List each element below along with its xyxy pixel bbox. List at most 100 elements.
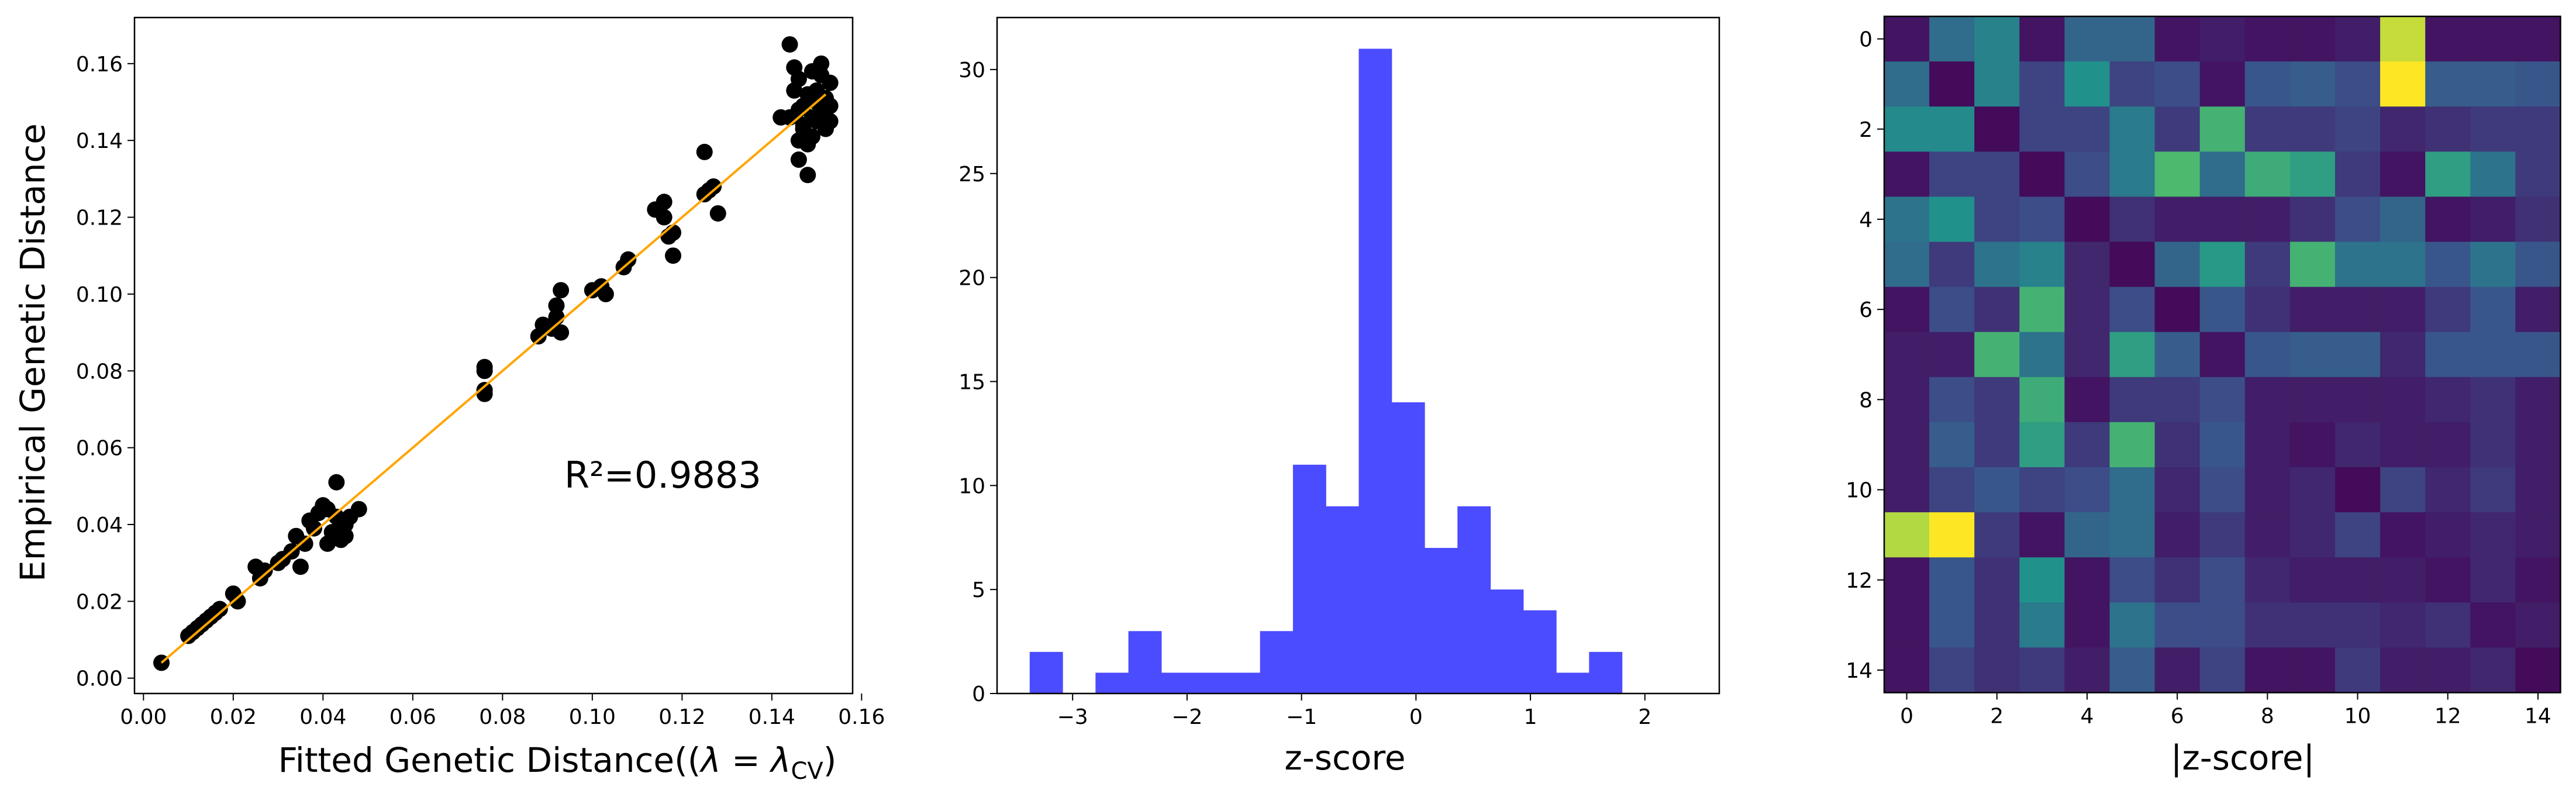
heatmap-cell <box>2470 151 2516 197</box>
histogram-bar <box>1095 672 1129 694</box>
histogram-xtick-label: −1 <box>1286 705 1317 729</box>
heatmap-cell <box>2515 287 2561 333</box>
heatmap-cell <box>2335 422 2381 468</box>
heatmap-cell <box>1929 377 1975 423</box>
heatmap-cell <box>2470 332 2516 378</box>
heatmap-cell <box>1974 647 2020 694</box>
scatter-point <box>350 501 367 517</box>
heatmap-xtick-label: 2 <box>1990 705 2003 729</box>
heatmap-plot-area: 0 2 4 6 8 10 12 14 0 2 4 6 8 10 12 14 <box>1846 15 2561 729</box>
heatmap-cell <box>2019 422 2065 468</box>
heatmap-cell <box>2109 377 2156 423</box>
heatmap-cell <box>1974 241 2020 288</box>
heatmap-cell <box>2335 241 2381 288</box>
heatmap-cell <box>1974 557 2020 603</box>
heatmap-cell <box>2470 647 2516 694</box>
heatmap-xtick-label: 8 <box>2261 705 2274 729</box>
heatmap-cell <box>2425 422 2471 468</box>
scatter-point <box>804 128 820 145</box>
heatmap-cell <box>2335 557 2381 603</box>
heatmap-cell <box>1884 422 1930 468</box>
scatter-frame <box>133 16 854 695</box>
heatmap-cell <box>2425 467 2471 513</box>
heatmap-cell <box>2380 106 2426 152</box>
heatmap-cell <box>2289 602 2336 648</box>
scatter-xtick-label: 0.02 <box>210 705 257 729</box>
heatmap-cell <box>1929 196 1975 243</box>
heatmap-cell <box>1884 647 1930 694</box>
scatter-xtick-label: 0.14 <box>749 705 795 729</box>
heatmap-cell <box>2380 512 2426 558</box>
heatmap-cell <box>2199 467 2246 513</box>
histogram-bar <box>1194 672 1227 694</box>
scatter-point <box>781 36 798 53</box>
heatmap-xtick-label: 4 <box>2080 705 2094 729</box>
histogram-bar <box>1358 49 1392 694</box>
scatter-ytick-label: 0.04 <box>76 513 123 537</box>
heatmap-cell <box>2335 332 2381 378</box>
heatmap-frame <box>1883 15 2561 694</box>
heatmap-cell <box>1929 61 1975 107</box>
histogram-bar <box>1227 672 1261 694</box>
heatmap-cell <box>2109 557 2156 603</box>
heatmap-cell <box>2244 602 2291 648</box>
heatmap-cell <box>2515 16 2561 62</box>
heatmap-ytick-label: 8 <box>1859 388 1872 412</box>
heatmap-cell <box>1929 647 1975 694</box>
heatmap-cell <box>2425 287 2471 333</box>
heatmap-cell <box>2064 241 2111 288</box>
heatmap-cell <box>1884 602 1930 648</box>
heatmap-cell <box>2470 61 2516 107</box>
heatmap-cell <box>1884 196 1930 243</box>
scatter-point <box>620 251 637 268</box>
scatter-point <box>822 113 839 130</box>
histogram-bar <box>1161 672 1195 694</box>
heatmap-cell <box>1974 467 2020 513</box>
heatmap-cell <box>1974 422 2020 468</box>
scatter-point <box>256 562 273 579</box>
heatmap-cell <box>2109 287 2156 333</box>
heatmap-cell <box>2425 512 2471 558</box>
heatmap-cell <box>2380 377 2426 423</box>
scatter-point <box>813 55 830 72</box>
heatmap-cell <box>2335 467 2381 513</box>
heatmap-cell <box>2019 647 2065 694</box>
r-squared-annotation: R²=0.9883 <box>564 454 761 496</box>
scatter-point <box>665 224 681 241</box>
heatmap-cell <box>2380 557 2426 603</box>
scatter-point <box>476 358 493 375</box>
heatmap-cell <box>1974 332 2020 378</box>
heatmap-cell <box>2064 287 2111 333</box>
heatmap-cell <box>2154 377 2201 423</box>
heatmap-cell <box>1974 377 2020 423</box>
heatmap-cell <box>2515 512 2561 558</box>
heatmap-cell <box>2425 241 2471 288</box>
histogram-ytick-label: 5 <box>972 578 985 602</box>
heatmap-cell <box>2380 467 2426 513</box>
heatmap-cell <box>1884 16 1930 62</box>
heatmap-cell <box>1974 512 2020 558</box>
heatmap-cell <box>1884 332 1930 378</box>
scatter-point <box>790 151 807 168</box>
heatmap-panel: 0 2 4 6 8 10 12 14 0 2 4 6 8 10 12 14 |z-score| <box>1846 15 2561 778</box>
heatmap-cell <box>2199 151 2246 197</box>
heatmap-cell <box>1974 196 2020 243</box>
heatmap-cell <box>2064 467 2111 513</box>
heatmap-xlabel: |z-score| <box>2171 738 2315 778</box>
heatmap-cell <box>2199 196 2246 243</box>
heatmap-cell <box>2154 647 2201 694</box>
scatter-xtick-label: 0.04 <box>299 705 346 729</box>
heatmap-cell <box>2335 647 2381 694</box>
heatmap-cell <box>2470 512 2516 558</box>
heatmap-cell <box>2019 196 2065 243</box>
heatmap-cell <box>2335 106 2381 152</box>
heatmap-cell <box>2154 602 2201 648</box>
scatter-point <box>790 71 807 88</box>
heatmap-cell <box>2019 602 2065 648</box>
heatmap-cell <box>1974 16 2020 62</box>
heatmap-cell <box>2064 602 2111 648</box>
heatmap-cell <box>2335 61 2381 107</box>
heatmap-cell <box>2064 16 2111 62</box>
